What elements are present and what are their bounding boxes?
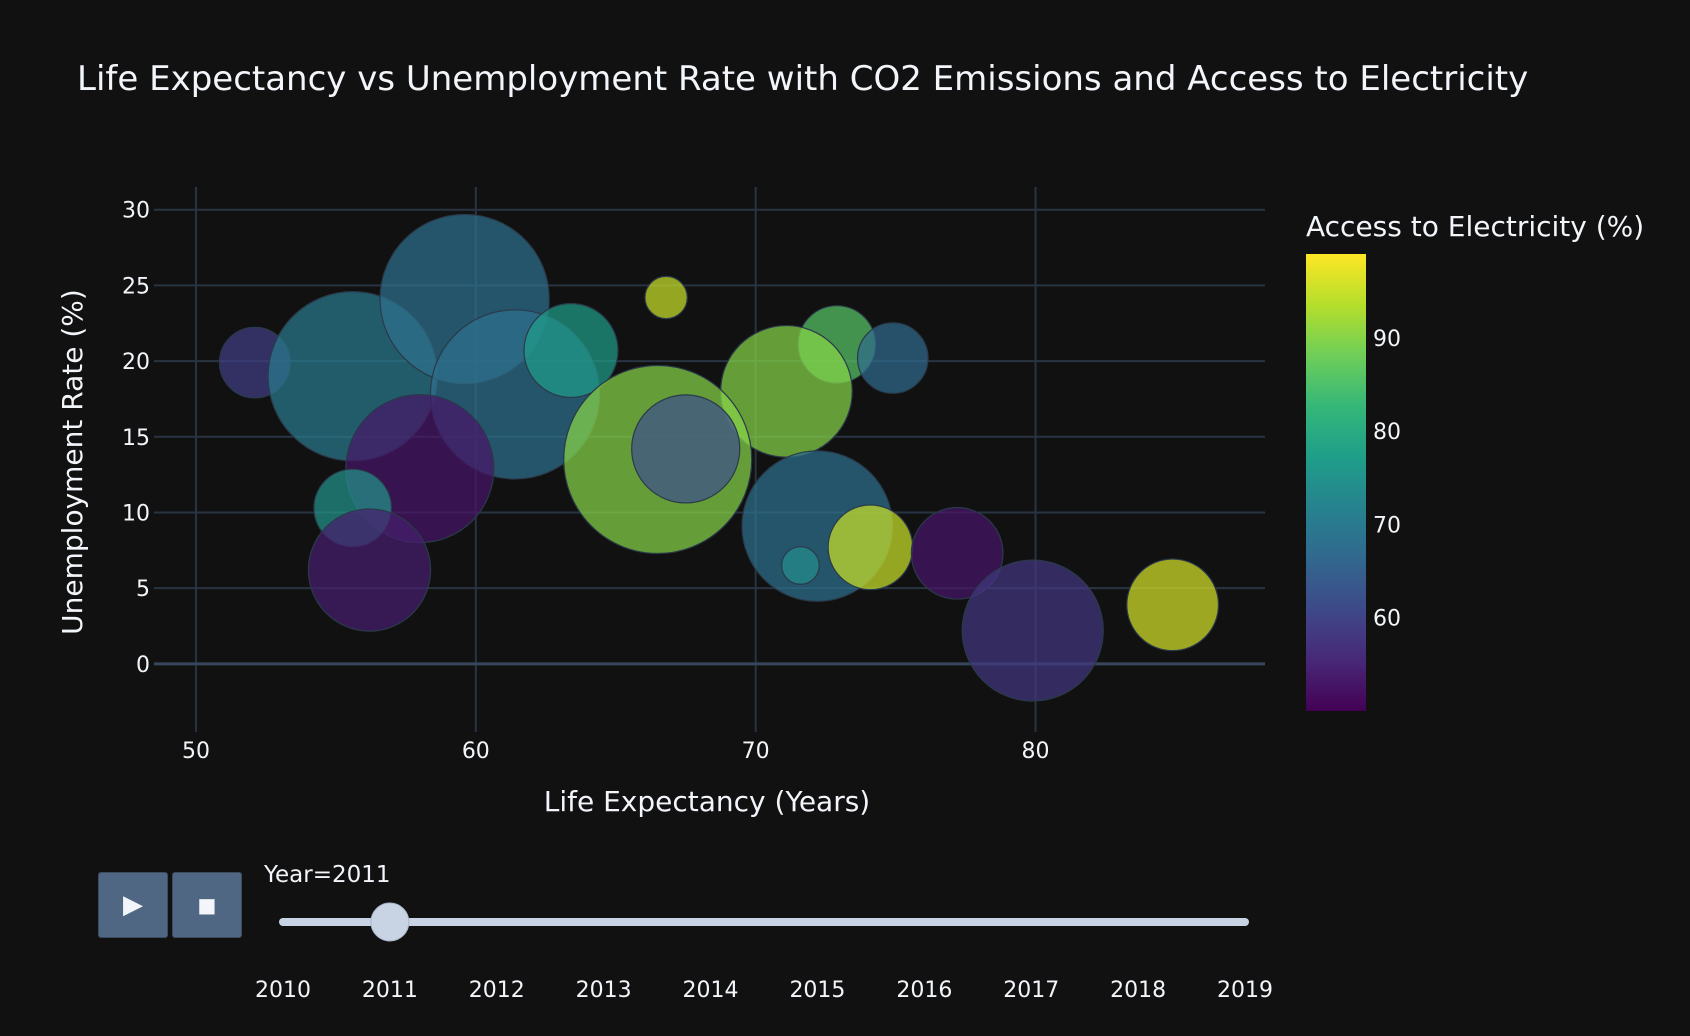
y-tick-label: 20 bbox=[122, 350, 150, 375]
x-axis-label: Life Expectancy (Years) bbox=[544, 785, 870, 818]
bubble-point[interactable] bbox=[856, 322, 929, 394]
slider-year-label[interactable]: 2015 bbox=[789, 978, 845, 1003]
y-tick-label: 15 bbox=[122, 426, 150, 451]
play-button[interactable]: ▶ bbox=[98, 872, 168, 938]
slider-year-label[interactable]: 2014 bbox=[683, 978, 739, 1003]
x-tick-label: 80 bbox=[1022, 739, 1050, 764]
y-tick-label: 5 bbox=[136, 577, 150, 602]
slider-year-label[interactable]: 2019 bbox=[1217, 978, 1273, 1003]
slider-year-label[interactable]: 2011 bbox=[362, 978, 418, 1003]
bubble-point[interactable] bbox=[910, 506, 1004, 600]
colorbar bbox=[1306, 254, 1366, 711]
year-slider[interactable] bbox=[279, 902, 1249, 942]
colorbar-title: Access to Electricity (%) bbox=[1306, 210, 1644, 243]
slider-handle[interactable] bbox=[370, 902, 410, 942]
bubble-point[interactable] bbox=[827, 504, 914, 591]
play-icon: ▶ bbox=[123, 890, 143, 920]
chart-title: Life Expectancy vs Unemployment Rate wit… bbox=[77, 59, 1528, 99]
bubble-point[interactable] bbox=[781, 546, 820, 585]
bubble-point[interactable] bbox=[631, 394, 741, 504]
colorbar-tick-labels: 60 70 80 90 bbox=[1373, 327, 1401, 632]
slider-year-label[interactable]: 2010 bbox=[255, 978, 311, 1003]
x-tick-label: 60 bbox=[462, 739, 490, 764]
x-tick-labels: 50 60 70 80 bbox=[182, 739, 1050, 764]
bubble-point[interactable] bbox=[644, 275, 688, 320]
colorbar-tick-label: 70 bbox=[1373, 513, 1401, 538]
slider-year-label[interactable]: 2013 bbox=[576, 978, 632, 1003]
slider-year-labels: 2010 2011 2012 2013 2014 2015 2016 2017 2018 2019 bbox=[255, 978, 1273, 1003]
bubble-point[interactable] bbox=[523, 302, 619, 399]
slider-year-label[interactable]: 2012 bbox=[469, 978, 525, 1003]
bubble-point[interactable] bbox=[1126, 558, 1220, 652]
slider-current-value: Year=2011 bbox=[264, 862, 391, 888]
colorbar-tick-label: 90 bbox=[1373, 327, 1401, 352]
bubble-point[interactable] bbox=[307, 508, 432, 632]
slider-year-label[interactable]: 2018 bbox=[1110, 978, 1166, 1003]
bubble-point[interactable] bbox=[961, 559, 1104, 702]
y-tick-labels: 0 5 10 15 20 25 30 bbox=[122, 199, 150, 678]
colorbar-tick-label: 80 bbox=[1373, 420, 1401, 445]
y-tick-label: 10 bbox=[122, 501, 150, 526]
stop-button[interactable]: ■ bbox=[172, 872, 242, 938]
bubble-layer bbox=[218, 213, 1220, 702]
x-tick-label: 50 bbox=[182, 739, 210, 764]
colorbar-tick-label: 60 bbox=[1373, 607, 1401, 632]
y-tick-label: 25 bbox=[122, 274, 150, 299]
y-axis-label: Unemployment Rate (%) bbox=[56, 289, 89, 635]
stop-icon: ■ bbox=[197, 893, 217, 917]
y-tick-label: 0 bbox=[136, 653, 150, 678]
y-tick-label: 30 bbox=[122, 199, 150, 224]
slider-year-label[interactable]: 2017 bbox=[1003, 978, 1059, 1003]
x-tick-label: 70 bbox=[742, 739, 770, 764]
slider-year-label[interactable]: 2016 bbox=[896, 978, 952, 1003]
